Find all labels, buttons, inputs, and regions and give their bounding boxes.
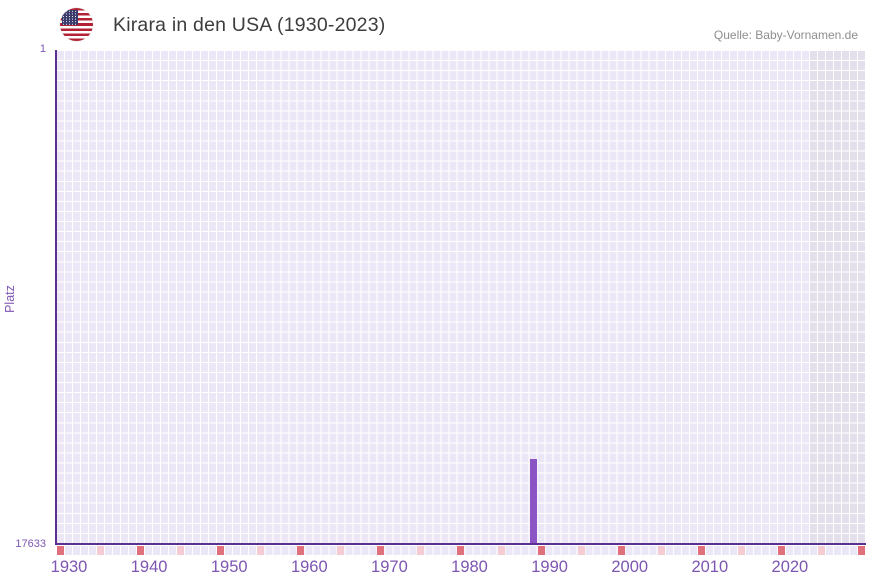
decade-marker: [217, 546, 225, 555]
decade-marker: [57, 546, 64, 555]
future-years-region: [809, 51, 866, 544]
x-tick-label: 2010: [691, 558, 729, 576]
us-flag-icon: [60, 8, 93, 41]
page-title: Kirara in den USA (1930-2023): [113, 14, 386, 36]
decade-marker: [297, 546, 305, 555]
x-tick-label: 1990: [531, 558, 568, 576]
plot-area: [57, 51, 866, 544]
mid-decade-marker: [737, 546, 745, 555]
mid-decade-marker: [257, 546, 265, 555]
x-tick-label: 1980: [451, 558, 488, 576]
decade-marker: [857, 546, 865, 555]
y-axis-top-label: 1: [39, 43, 46, 55]
decade-marker: [377, 546, 385, 555]
year-marker-row: [57, 546, 866, 555]
y-axis-bottom-label: 17633: [15, 538, 46, 550]
mid-decade-marker: [417, 546, 425, 555]
x-tick-label: 1930: [50, 558, 88, 576]
x-tick-label: 2020: [771, 558, 809, 576]
x-tick-label: 1940: [130, 558, 168, 576]
x-axis-tick-labels: 1930 1940 1950 1960 1970 1980 1990 2000 2010 2020: [51, 558, 866, 580]
mid-decade-marker: [97, 546, 105, 555]
decade-marker: [617, 546, 625, 555]
mid-decade-marker: [497, 546, 505, 555]
y-axis-title: Platz: [3, 285, 17, 313]
mid-decade-marker: [817, 546, 825, 555]
x-axis-line: [55, 543, 866, 545]
x-tick-label: 2000: [611, 558, 649, 576]
mid-decade-marker: [177, 546, 185, 555]
rank-bar: [529, 459, 537, 544]
x-tick-label: 1970: [371, 558, 408, 576]
source-credit: Quelle: Baby-Vornamen.de: [713, 28, 858, 42]
decade-marker: [697, 546, 705, 555]
decade-marker: [137, 546, 145, 555]
us-flag-canton: [62, 10, 78, 25]
x-tick-label: 1950: [210, 558, 248, 576]
decade-marker: [457, 546, 465, 555]
decade-marker: [537, 546, 545, 555]
x-tick-label: 1960: [290, 558, 328, 576]
decade-marker: [777, 546, 785, 555]
mid-decade-marker: [577, 546, 585, 555]
y-axis-line: [55, 50, 57, 545]
mid-decade-marker: [337, 546, 345, 555]
mid-decade-marker: [657, 546, 665, 555]
